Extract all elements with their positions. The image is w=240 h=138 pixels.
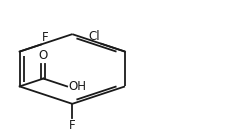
Text: OH: OH <box>69 80 87 93</box>
Text: Cl: Cl <box>88 30 100 43</box>
Text: F: F <box>42 31 49 44</box>
Text: F: F <box>69 119 76 132</box>
Text: O: O <box>39 49 48 62</box>
